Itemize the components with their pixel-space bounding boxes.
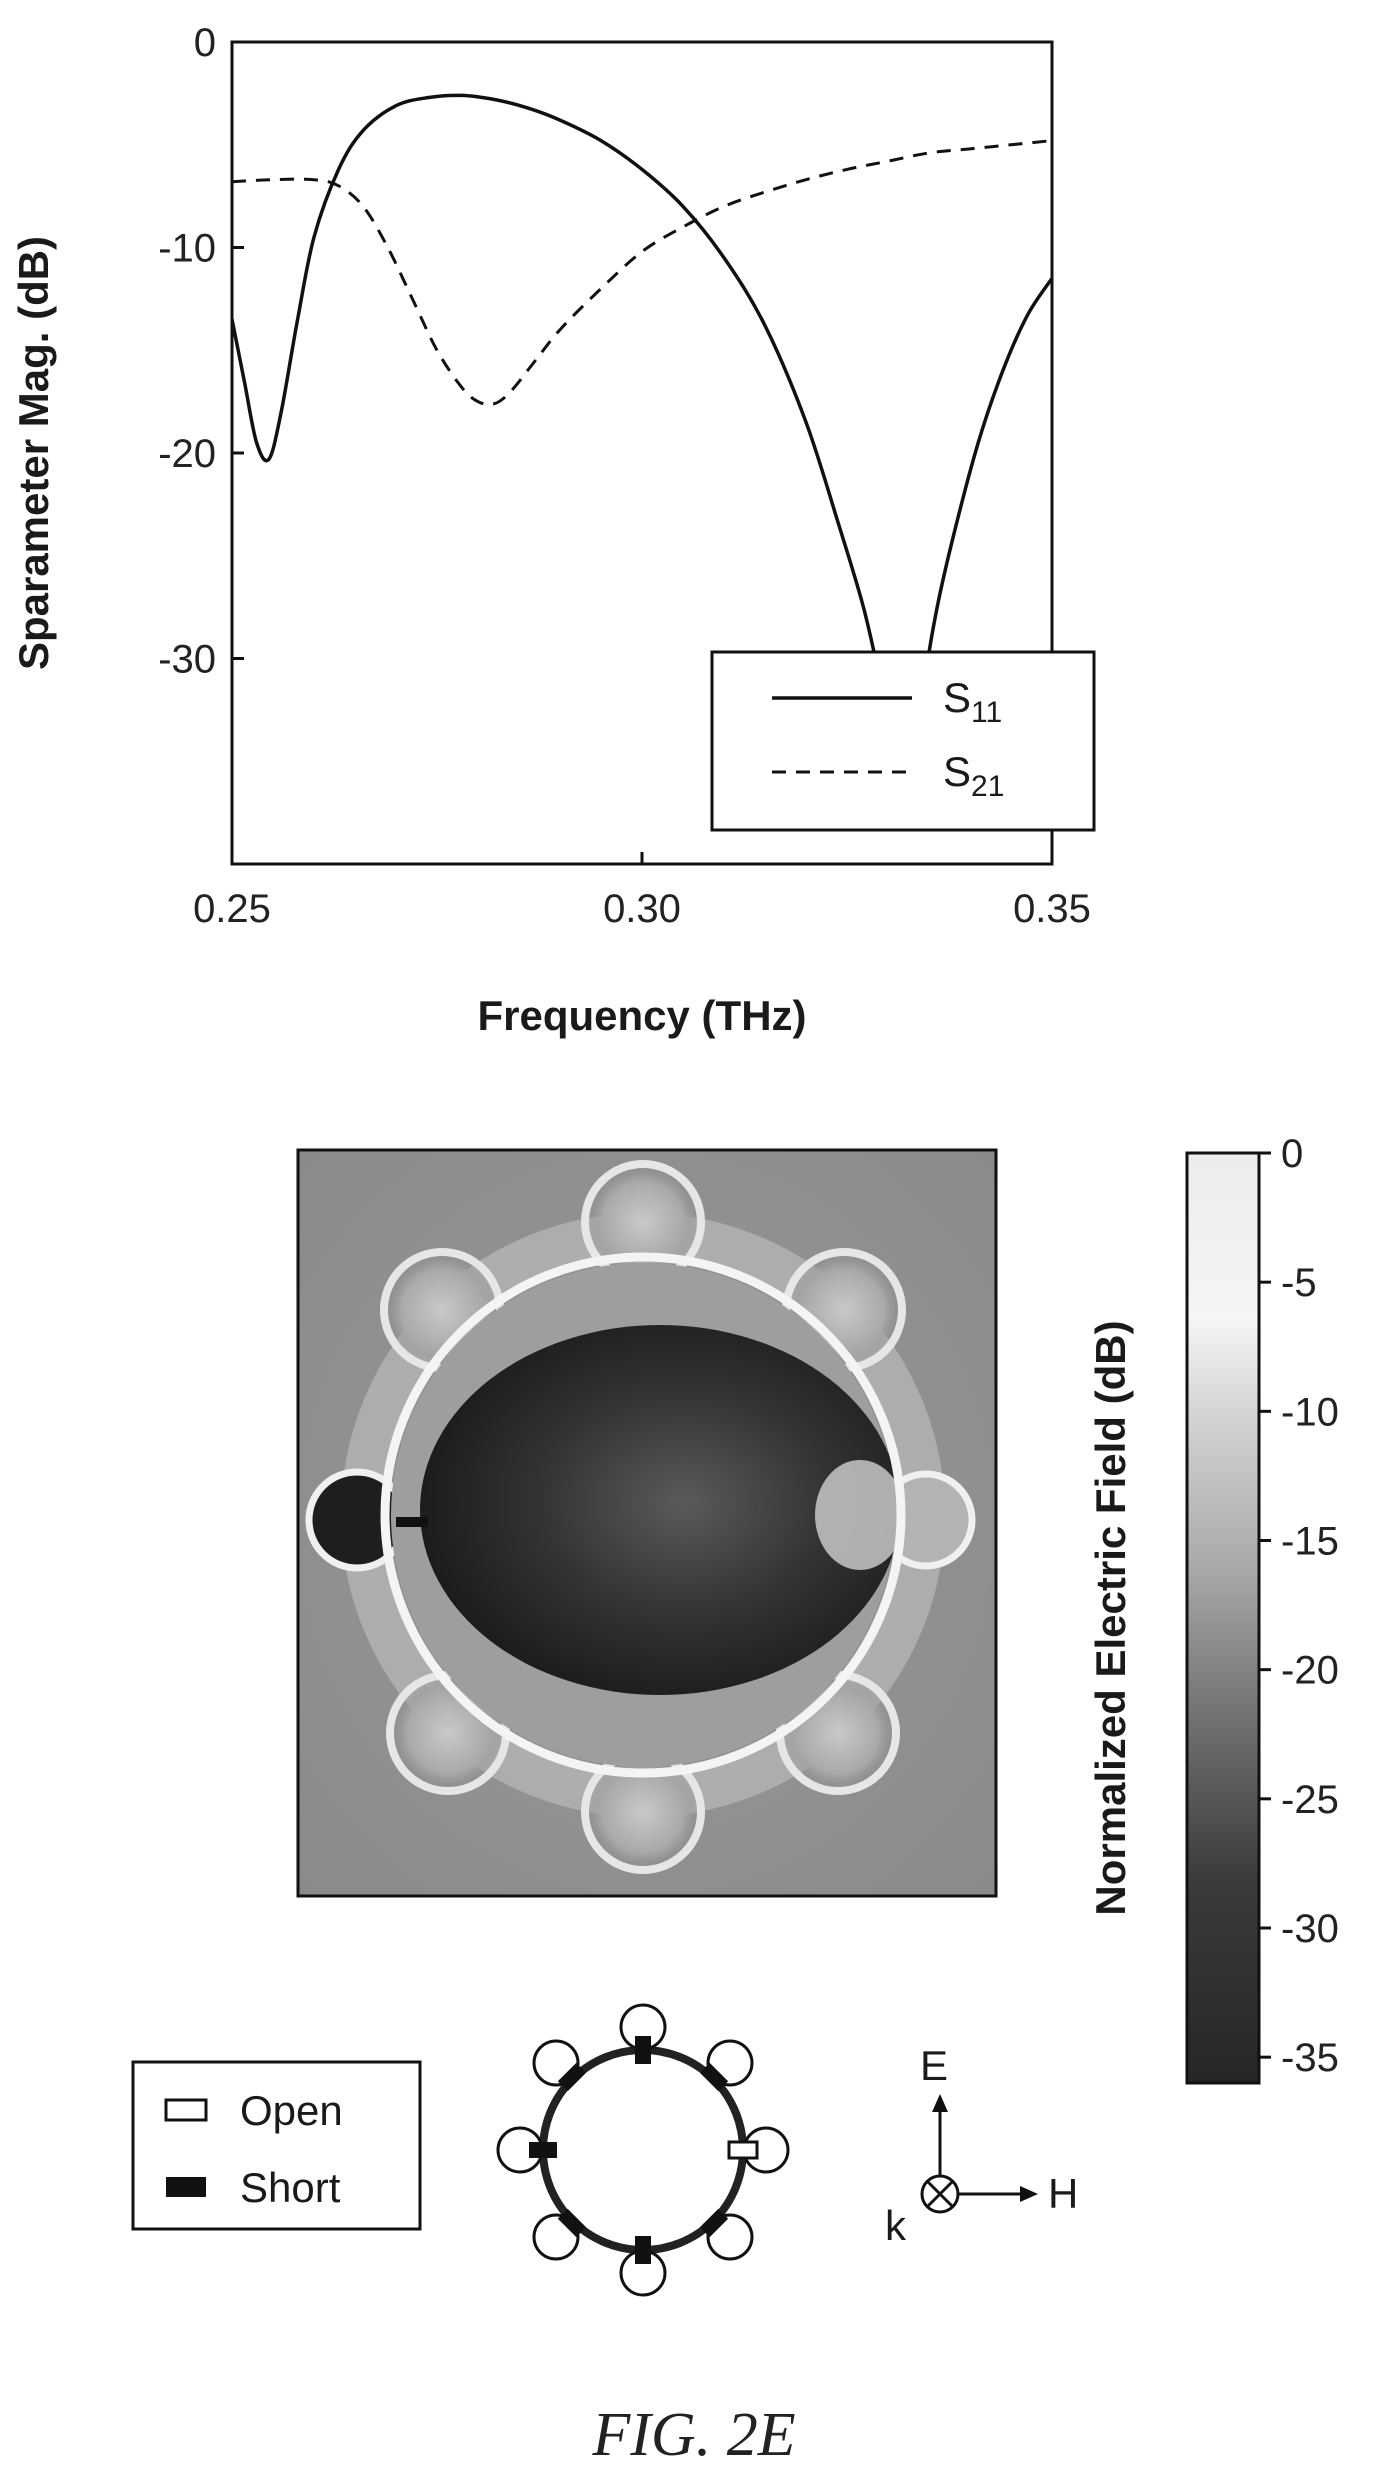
e-arrow-head [932, 2094, 948, 2112]
y-axis-title: Sparameter Mag. (dB) [10, 236, 57, 670]
colorbar-tick-label: -30 [1281, 1907, 1339, 1951]
x-axis-ticks: 0.25 0.30 0.35 [193, 852, 1091, 931]
short-tl [557, 2062, 587, 2092]
y-tick-label: -30 [158, 638, 216, 682]
figure-caption: FIG. 2E [592, 2401, 796, 2469]
short-label: Short [240, 2164, 341, 2211]
legend-box [710, 650, 1096, 832]
colorbar-tick-label: 0 [1281, 1132, 1303, 1176]
open-swatch [164, 2098, 208, 2122]
h-label: H [1048, 2170, 1078, 2217]
y-tick-label: -20 [158, 432, 216, 476]
x-axis-title: Frequency (THz) [477, 992, 806, 1039]
schematic-shorts [529, 2036, 729, 2264]
series-layer [232, 93, 1052, 784]
orientation-axes: E H k [885, 2042, 1078, 2249]
open-right [727, 2140, 759, 2160]
y-tick-label: 0 [194, 21, 216, 65]
main-ring [380, 1252, 906, 1778]
h-arrow-head [1020, 2186, 1038, 2202]
colorbar-tick-label: -35 [1281, 2036, 1339, 2080]
field-bright-spot [815, 1460, 905, 1570]
colorbar-ticks: 0 -5 -10 -15 -20 -25 -30 -35 [1259, 1132, 1339, 2080]
colorbar-bar [1185, 1151, 1261, 2085]
k-symbol-cross-2 [926, 2180, 954, 2208]
e-label: E [920, 2042, 948, 2089]
x-tick-label: 0.25 [193, 887, 271, 931]
legend-label-s11: S11 [943, 674, 1002, 729]
y-axis-ticks: 0 -10 -20 -30 [158, 21, 244, 682]
colorbar: 0 -5 -10 -15 -20 -25 -30 -35 Normalized Electri… [1087, 1132, 1339, 2085]
short-bl [557, 2208, 587, 2238]
short-tr [699, 2062, 729, 2092]
colorbar-tick-label: -25 [1281, 1778, 1339, 1822]
colorbar-tick-label: -15 [1281, 1520, 1339, 1564]
short-left [529, 2142, 557, 2158]
field-map [296, 1148, 998, 1898]
series-line-s11 [232, 93, 1052, 784]
left-short-element [396, 1517, 428, 1527]
open-label: Open [240, 2087, 343, 2134]
short-bottom [635, 2236, 651, 2264]
legend-label-s21: S21 [943, 748, 1004, 803]
y-tick-label: -10 [158, 227, 216, 271]
chart-legend: S11 S21 [710, 650, 1096, 832]
colorbar-tick-label: -5 [1281, 1261, 1317, 1305]
series-line-s21 [232, 139, 1052, 407]
element-legend-box [131, 2060, 422, 2231]
short-swatch [166, 2177, 206, 2197]
k-label: k [885, 2202, 907, 2249]
x-tick-label: 0.30 [603, 887, 681, 931]
short-top [635, 2036, 651, 2064]
element-legend: Open Short [131, 2060, 422, 2231]
ring-schematic [496, 2003, 790, 2297]
field-dark-core [420, 1325, 900, 1695]
x-tick-label: 0.35 [1013, 887, 1091, 931]
colorbar-tick-label: -10 [1281, 1390, 1339, 1434]
short-br [699, 2208, 729, 2238]
colorbar-tick-label: -20 [1281, 1649, 1339, 1693]
colorbar-title: Normalized Electric Field (dB) [1087, 1320, 1134, 1915]
sparameter-chart: 0-10-20-30 0.25 0.30 0.35 Frequency (THz) … [10, 21, 1096, 1039]
